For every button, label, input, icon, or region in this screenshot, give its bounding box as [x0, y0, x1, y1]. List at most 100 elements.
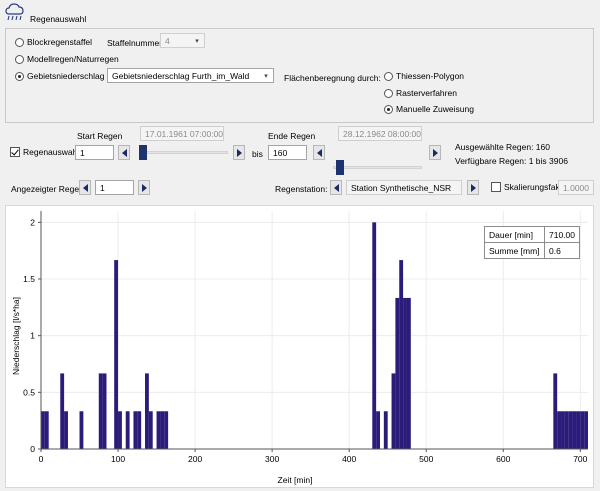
- slider-track: [333, 166, 422, 169]
- arrow-left-icon: [82, 183, 88, 192]
- x-tick-label: 300: [265, 454, 279, 464]
- chart-bar: [102, 373, 107, 449]
- scale-checkbox[interactable]: Skalierungsfaktor: [491, 182, 570, 192]
- scale-input[interactable]: 1.0000: [558, 180, 594, 195]
- radio-blockregenstaffel[interactable]: Blockregenstaffel: [15, 37, 92, 47]
- flaechen-label: Flächenberegnung durch:: [284, 73, 381, 83]
- chart-bar: [561, 411, 565, 449]
- rain-chart: 0 100 200 300 400 500 600 700 0 0.5 1 1.5 2 Zeit [mi…: [11, 211, 588, 485]
- radio-label: Thiessen-Polygon: [396, 71, 465, 81]
- chart-bar: [156, 411, 161, 449]
- chart-bar: [60, 373, 65, 449]
- y-tick-label: 0.5: [23, 387, 35, 397]
- start-regen-input[interactable]: 1: [75, 145, 114, 160]
- y-axis-label: Niederschlag [l/s*ha]: [11, 297, 21, 375]
- chart-bar: [576, 411, 581, 449]
- radio-label: Manuelle Zuweisung: [396, 104, 474, 114]
- end-date-value: 28.12.1962 08:00:00: [343, 128, 421, 139]
- summe-value: 0.6: [544, 242, 580, 259]
- radio-indicator[interactable]: [15, 71, 24, 81]
- slider-thumb[interactable]: [336, 160, 345, 175]
- chart-bar: [145, 373, 149, 449]
- checkbox-label: Skalierungsfaktor: [504, 182, 570, 192]
- end-prev-button[interactable]: [313, 145, 325, 160]
- chart-bar: [41, 411, 45, 449]
- radio-gebietsniederschlag[interactable]: Gebietsniederschlag: [15, 71, 105, 81]
- station-prev-button[interactable]: [330, 180, 342, 195]
- chart-bar: [399, 260, 404, 449]
- shown-next-button[interactable]: [138, 180, 150, 195]
- chart-bar: [79, 411, 84, 449]
- x-tick-label: 400: [342, 454, 356, 464]
- chevron-down-icon: ▾: [264, 72, 268, 80]
- chart-bar: [406, 297, 411, 449]
- slider-track: [139, 151, 228, 154]
- chart-bar: [98, 373, 103, 449]
- chart-bar: [568, 411, 573, 449]
- available-range: Verfügbare Regen: 1 bis 3906: [455, 156, 568, 166]
- station-field: Station Synthetische_NSR: [346, 180, 462, 195]
- end-regen-value: 160: [273, 147, 288, 158]
- y-tick-label: 1: [30, 331, 35, 341]
- chart-bar: [148, 411, 153, 449]
- shown-prev-button[interactable]: [79, 180, 91, 195]
- ende-regen-label: Ende Regen: [268, 131, 316, 141]
- radio-label: Modellregen/Naturregen: [27, 54, 119, 64]
- radio-indicator[interactable]: [15, 37, 24, 47]
- start-date-value: 17.01.1961 07:00:00: [145, 128, 223, 139]
- arrow-right-icon: [470, 183, 476, 192]
- x-tick-label: 700: [573, 454, 587, 464]
- slider-thumb[interactable]: [139, 145, 147, 160]
- scale-value: 1.0000: [563, 182, 589, 193]
- end-next-button[interactable]: [429, 145, 441, 160]
- station-label: Regenstation:: [275, 184, 328, 194]
- staffel-select[interactable]: 4 ▾: [160, 33, 205, 48]
- radio-indicator[interactable]: [384, 88, 393, 98]
- station-value: Station Synthetische_NSR: [351, 182, 452, 193]
- station-next-button[interactable]: [467, 180, 479, 195]
- summe-label: Summe [mm]: [484, 242, 545, 259]
- gebiet-value: Gebietsniederschlag Furth_im_Wald: [112, 70, 250, 81]
- radio-label: Gebietsniederschlag: [27, 71, 105, 81]
- table-row: Dauer [min] 710.00: [484, 226, 580, 243]
- end-date-field: 28.12.1962 08:00:00: [338, 126, 422, 141]
- table-row: Summe [mm] 0.6: [484, 242, 580, 259]
- chart-bar: [391, 373, 396, 449]
- chart-bar: [580, 411, 585, 449]
- start-prev-button[interactable]: [118, 145, 130, 160]
- shown-regen-label: Angezeigter Regen:: [11, 184, 87, 194]
- chart-bar: [44, 411, 49, 449]
- chart-bar: [553, 373, 558, 449]
- chart-bar: [372, 222, 377, 449]
- end-regen-input[interactable]: 160: [268, 145, 307, 160]
- shown-regen-value: 1: [100, 182, 105, 193]
- rain-cloud-icon: [5, 3, 24, 21]
- checkbox-indicator[interactable]: [10, 147, 20, 157]
- radio-indicator[interactable]: [15, 54, 24, 64]
- radio-thiessen[interactable]: Thiessen-Polygon: [384, 71, 464, 81]
- end-slider[interactable]: [333, 160, 422, 175]
- start-slider[interactable]: [139, 145, 228, 160]
- radio-indicator[interactable]: [384, 71, 393, 81]
- regenauswahl-checkbox[interactable]: Regenauswahl: [10, 147, 79, 157]
- chevron-down-icon: ▾: [195, 37, 199, 45]
- radio-indicator[interactable]: [384, 104, 393, 114]
- radio-label: Rasterverfahren: [396, 88, 457, 98]
- x-tick-label: 200: [188, 454, 202, 464]
- staffel-label: Staffelnummer:: [107, 38, 165, 48]
- rain-info-table: Dauer [min] 710.00 Summe [mm] 0.6: [484, 226, 580, 259]
- chart-bar: [64, 411, 68, 449]
- arrow-left-icon: [333, 183, 339, 192]
- gebiet-select[interactable]: Gebietsniederschlag Furth_im_Wald ▾: [107, 68, 274, 83]
- radio-manuell[interactable]: Manuelle Zuweisung: [384, 104, 474, 114]
- radio-raster[interactable]: Rasterverfahren: [384, 88, 457, 98]
- start-next-button[interactable]: [233, 145, 245, 160]
- checkbox-label: Regenauswahl: [23, 147, 80, 157]
- radio-modellregen[interactable]: Modellregen/Naturregen: [15, 54, 119, 64]
- checkbox-indicator[interactable]: [491, 182, 501, 192]
- shown-regen-input[interactable]: 1: [95, 180, 134, 195]
- start-regen-value: 1: [80, 147, 85, 158]
- chart-bar: [114, 260, 119, 449]
- x-tick-label: 600: [496, 454, 510, 464]
- arrow-left-icon: [316, 148, 322, 157]
